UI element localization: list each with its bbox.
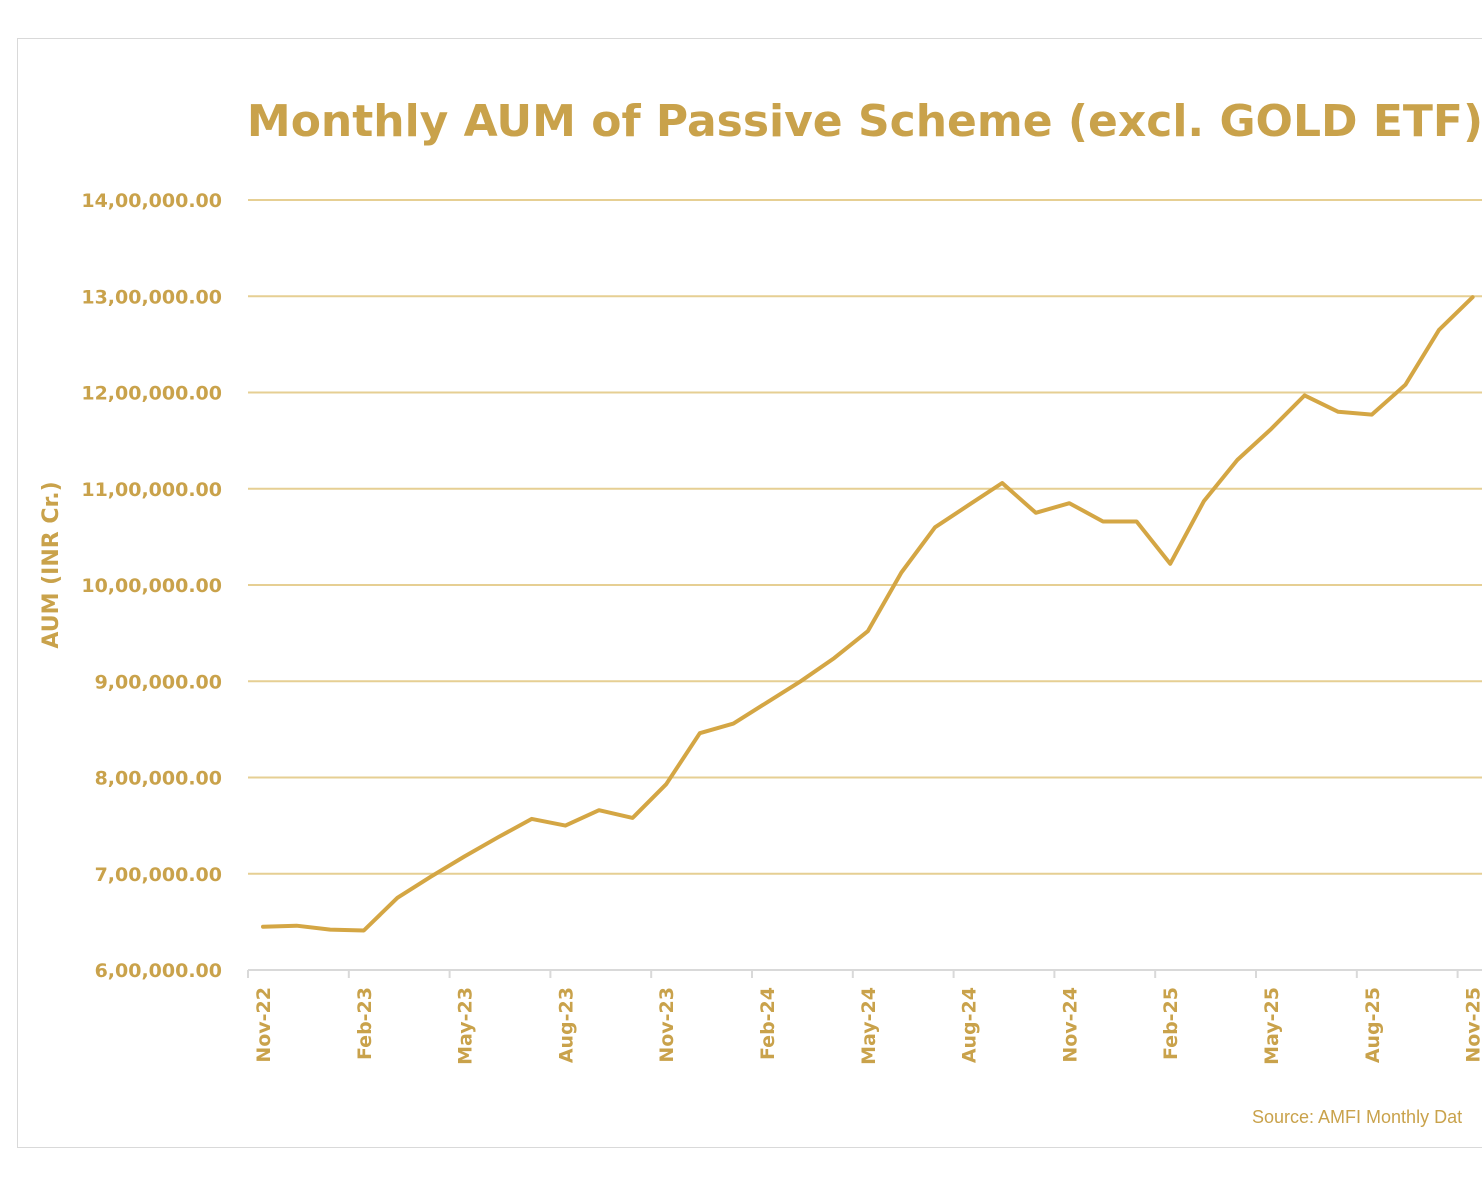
y-axis-ticks: 14,00,000.00 13,00,000.00 12,00,000.00 11,0… bbox=[81, 190, 222, 982]
y-tick-label: 6,00,000.00 bbox=[95, 960, 222, 982]
x-tick-label: Aug-24 bbox=[959, 987, 981, 1063]
y-tick-label: 7,00,000.00 bbox=[95, 864, 222, 886]
data-point bbox=[933, 525, 937, 529]
data-point bbox=[1403, 383, 1407, 387]
data-point bbox=[1269, 427, 1273, 431]
chart-title: Monthly AUM of Passive Scheme (excl. GOL… bbox=[247, 96, 1482, 147]
data-point bbox=[899, 570, 903, 574]
data-point bbox=[1235, 458, 1239, 462]
x-tick-label: Feb-24 bbox=[757, 987, 779, 1060]
data-point bbox=[765, 700, 769, 704]
data-point bbox=[731, 722, 735, 726]
data-point bbox=[1437, 328, 1441, 332]
x-tick-label: Nov-23 bbox=[656, 987, 678, 1063]
data-point bbox=[1135, 519, 1139, 523]
x-tick-label: Nov-25 bbox=[1463, 987, 1482, 1063]
data-point bbox=[967, 503, 971, 507]
data-point bbox=[832, 656, 836, 660]
x-tick-label: Nov-22 bbox=[253, 987, 275, 1063]
y-tick-label: 14,00,000.00 bbox=[81, 190, 222, 212]
data-point bbox=[799, 679, 803, 683]
data-point bbox=[1000, 481, 1004, 485]
y-tick-label: 8,00,000.00 bbox=[95, 768, 222, 790]
x-tick-label: May-25 bbox=[1261, 987, 1283, 1065]
gridlines bbox=[248, 199, 1482, 875]
series-aum bbox=[261, 295, 1475, 933]
y-tick-label: 9,00,000.00 bbox=[95, 671, 222, 693]
y-axis-label: AUM (INR Cr.) bbox=[39, 481, 64, 648]
x-tick-label: Feb-23 bbox=[354, 987, 376, 1060]
data-point bbox=[463, 854, 467, 858]
data-point bbox=[698, 731, 702, 735]
data-point bbox=[429, 875, 433, 879]
data-point bbox=[295, 924, 299, 928]
x-tick-label: Feb-25 bbox=[1160, 987, 1182, 1060]
data-point bbox=[362, 929, 366, 933]
data-point bbox=[631, 816, 635, 820]
data-point bbox=[1471, 295, 1475, 299]
data-point bbox=[1067, 501, 1071, 505]
data-point bbox=[866, 629, 870, 633]
x-tick-label: Aug-25 bbox=[1362, 987, 1384, 1063]
data-point bbox=[328, 928, 332, 932]
x-tick-label: May-24 bbox=[858, 987, 880, 1065]
x-tick-label: Aug-23 bbox=[555, 987, 577, 1063]
data-point bbox=[1034, 511, 1038, 515]
data-point bbox=[530, 817, 534, 821]
data-point bbox=[563, 824, 567, 828]
data-point bbox=[261, 925, 265, 929]
y-tick-label: 13,00,000.00 bbox=[81, 286, 222, 308]
data-point bbox=[1202, 499, 1206, 503]
source-note: Source: AMFI Monthly Dat bbox=[1252, 1107, 1462, 1127]
data-point bbox=[1101, 519, 1105, 523]
chart-frame bbox=[17, 38, 1482, 1148]
data-point bbox=[1303, 393, 1307, 397]
data-point bbox=[1370, 413, 1374, 417]
y-tick-label: 11,00,000.00 bbox=[81, 479, 222, 501]
data-point bbox=[1168, 562, 1172, 566]
data-point bbox=[1336, 410, 1340, 414]
data-point bbox=[496, 835, 500, 839]
x-tick-label: Nov-24 bbox=[1059, 987, 1081, 1063]
data-point bbox=[664, 782, 668, 786]
x-axis-ticks: Nov-22 Feb-23 May-23 Aug-23 Nov-23 Feb-24 May-… bbox=[247, 970, 1482, 1065]
y-tick-label: 10,00,000.00 bbox=[81, 575, 222, 597]
data-point bbox=[395, 896, 399, 900]
x-tick-label: May-23 bbox=[455, 987, 477, 1065]
y-tick-label: 12,00,000.00 bbox=[81, 383, 222, 405]
data-point bbox=[597, 808, 601, 812]
